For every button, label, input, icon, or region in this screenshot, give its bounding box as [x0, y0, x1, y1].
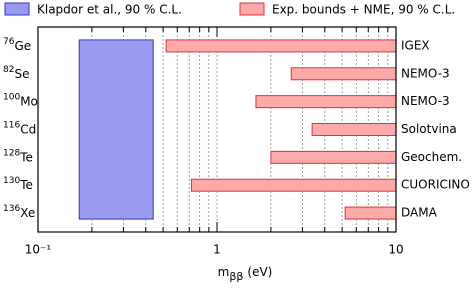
x-tick-label: 1 [213, 243, 221, 257]
isotope-mass: 136 [3, 204, 20, 214]
range-bar [311, 123, 397, 136]
legend-label: Exp. bounds + NME, 90 % C.L. [272, 3, 455, 17]
isotope-element: Se [14, 66, 29, 80]
isotope-element: Te [19, 150, 33, 164]
isotope-mass: 100 [3, 92, 20, 102]
isotope-label: 136Xe [3, 204, 35, 220]
experiment-label: Geochem. [401, 150, 462, 164]
isotope-mass: 130 [3, 176, 20, 186]
range-bar [255, 95, 397, 109]
isotope-element: Cd [20, 122, 36, 136]
legend-swatch [239, 2, 265, 16]
range-bar [344, 206, 397, 220]
isotope-label: 128Te [3, 148, 33, 164]
x-label-main: m [218, 265, 230, 279]
experiment-label: NEMO-3 [401, 66, 450, 80]
isotope-mass: 116 [3, 120, 20, 130]
isotope-label: 76Ge [3, 36, 31, 52]
x-axis-label: mββ (eV) [218, 265, 273, 284]
range-bar [290, 67, 397, 81]
experiment-label: DAMA [401, 206, 438, 220]
range-bar [190, 178, 397, 192]
experiment-label: NEMO-3 [401, 94, 450, 108]
isotope-label: 100Mo [3, 92, 38, 108]
isotope-label: 82Se [3, 64, 29, 80]
isotope-mass: 76 [3, 36, 15, 46]
experiment-label: IGEX [401, 38, 430, 52]
legend-swatch [4, 2, 30, 16]
isotope-element: Te [19, 178, 33, 192]
isotope-mass: 82 [3, 64, 14, 74]
range-box [78, 39, 154, 220]
isotope-label: 130Te [3, 176, 33, 192]
x-tick-label: 10 [388, 243, 403, 257]
x-tick-label: 10⁻¹ [25, 243, 52, 257]
isotope-label: 116Cd [3, 120, 36, 136]
x-label-unit: (eV) [247, 265, 272, 279]
x-label-sub: ββ [229, 270, 243, 283]
legend-label: Klapdor et al., 90 % C.L. [37, 3, 182, 17]
isotope-element: Mo [20, 94, 38, 108]
experiment-label: Solotvina [401, 122, 457, 136]
isotope-mass: 128 [3, 148, 20, 158]
isotope-element: Xe [20, 206, 35, 220]
range-bar [270, 150, 397, 164]
isotope-element: Ge [14, 38, 31, 52]
experiment-label: CUORICINO [401, 178, 470, 192]
range-bar [165, 39, 397, 53]
